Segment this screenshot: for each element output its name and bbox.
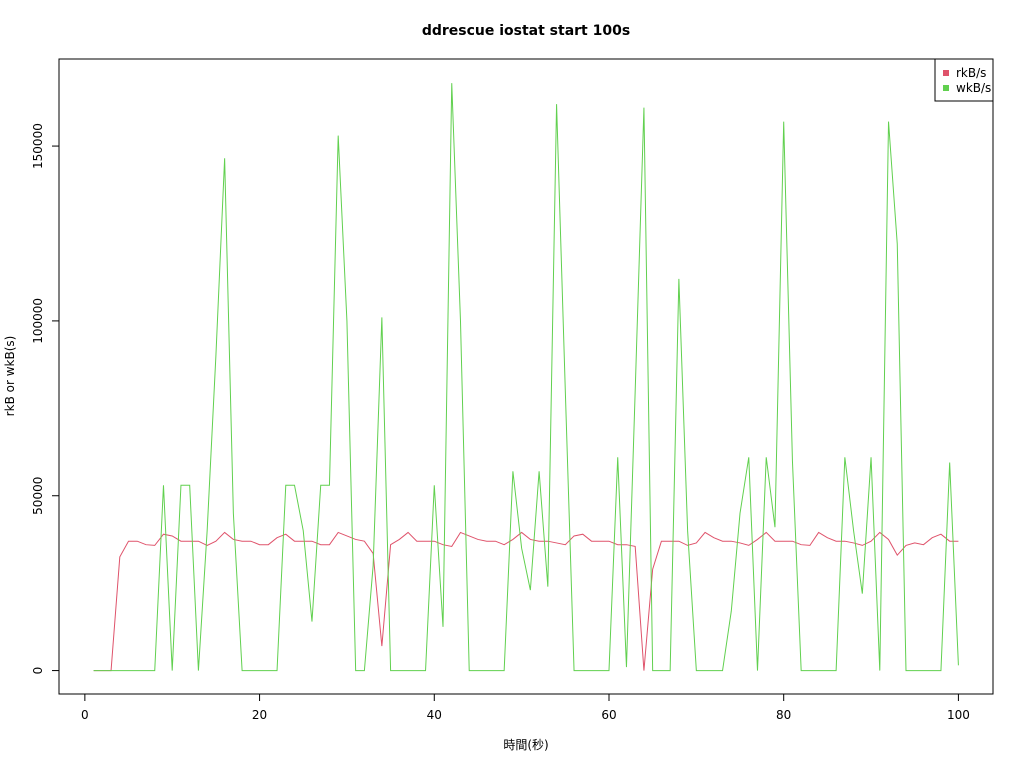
x-tick-label: 60 xyxy=(601,708,616,722)
x-tick-label: 0 xyxy=(81,708,89,722)
x-tick-label: 80 xyxy=(776,708,791,722)
x-tick-label: 40 xyxy=(427,708,442,722)
y-tick-label: 150000 xyxy=(31,123,45,169)
legend-swatch xyxy=(943,70,949,76)
chart-title: ddrescue iostat start 100s xyxy=(422,23,630,39)
data-line xyxy=(93,83,959,672)
data-line xyxy=(93,531,959,672)
plot-frame xyxy=(58,58,994,695)
y-tick-label: 50000 xyxy=(31,477,45,515)
x-tick-label: 100 xyxy=(947,708,970,722)
x-tick-label: 20 xyxy=(252,708,267,722)
legend-label: wkB/s xyxy=(956,81,991,95)
x-axis-label: 時間(秒) xyxy=(503,738,548,752)
y-tick-label: 100000 xyxy=(31,298,45,344)
legend-swatch xyxy=(943,85,949,91)
y-axis-label: rkB or wkB(s) xyxy=(3,336,17,417)
legend-label: rkB/s xyxy=(956,66,986,80)
y-tick-label: 0 xyxy=(31,667,45,675)
legend-box xyxy=(934,58,994,102)
